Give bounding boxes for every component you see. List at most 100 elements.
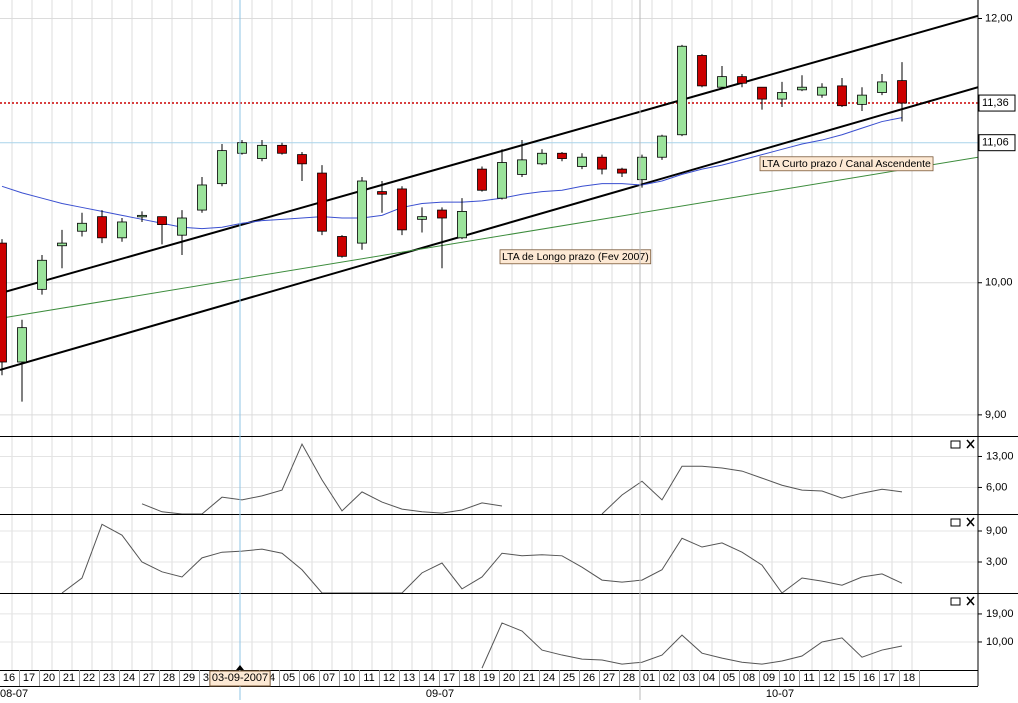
x-tick-label: 20 [43, 672, 55, 684]
x-tick-label: 21 [523, 672, 535, 684]
y-tick-label: 9,00 [986, 525, 1007, 537]
maximize-icon[interactable] [950, 440, 961, 449]
candle [577, 153, 587, 170]
candle-body [417, 216, 427, 220]
x-tick-label: 22 [83, 672, 95, 684]
candle [557, 151, 567, 162]
candle-body [37, 259, 47, 290]
x-tick-label: 27 [603, 672, 615, 684]
candle [477, 166, 487, 192]
candle [0, 239, 7, 376]
candle [757, 86, 767, 110]
close-icon[interactable] [966, 517, 975, 527]
candle [217, 144, 227, 187]
candle-body [517, 159, 527, 175]
candle [57, 229, 67, 269]
marks [0, 14, 978, 669]
close-icon[interactable] [966, 439, 975, 449]
candle-body [437, 209, 447, 219]
candle-body [457, 210, 467, 239]
indicator-line [141, 442, 903, 514]
candle [497, 149, 507, 200]
x-tick-label: 21 [63, 672, 75, 684]
y-tick-label: 13,00 [986, 450, 1014, 462]
maximize-icon[interactable] [950, 597, 961, 606]
candle-body [237, 142, 247, 154]
frame [0, 0, 1018, 687]
candle-body [357, 180, 367, 244]
candle-body [757, 86, 767, 100]
candle [257, 140, 267, 162]
x-tick-label: 05 [723, 672, 735, 684]
y-tick-label: 19,00 [986, 608, 1014, 620]
candle [897, 62, 907, 122]
candle-body [197, 184, 207, 211]
candle-body [777, 92, 787, 100]
candle [837, 77, 847, 108]
candle-body [657, 135, 667, 158]
x-tick-label: 29 [183, 672, 195, 684]
x-tick-label: 03 [683, 672, 695, 684]
candle [657, 134, 667, 160]
price-label: 11,06 [982, 137, 1009, 149]
indicator-pane [61, 523, 903, 593]
x-tick-label: 19 [483, 672, 495, 684]
price-box [978, 94, 1016, 112]
annotation-box [499, 249, 652, 265]
candle [137, 211, 147, 222]
candle-body [117, 221, 127, 239]
x-tick-label: 18 [903, 672, 915, 684]
x-tick-label: 26 [583, 672, 595, 684]
candle [537, 149, 547, 166]
candle-body [317, 172, 327, 232]
candle [157, 216, 167, 245]
x-tick-label: 08 [743, 672, 755, 684]
candle-body [677, 45, 687, 136]
x-tick-label: 24 [123, 672, 135, 684]
candle [457, 198, 467, 240]
x-tick-label: 27 [143, 672, 155, 684]
candle [277, 142, 287, 155]
y-tick-label: 9,00 [985, 409, 1006, 421]
x-tick-label: 11 [363, 672, 374, 684]
x-tick-label: 17 [443, 672, 455, 684]
candle-body [137, 214, 147, 218]
x-tick-label: 10 [783, 672, 795, 684]
indicator-pane [141, 442, 903, 514]
candle-body [637, 156, 647, 181]
cursor-label: 03-09-2007 [212, 672, 268, 684]
candle [17, 319, 27, 402]
x-tick-label: 24 [543, 672, 555, 684]
candle [817, 83, 827, 98]
annotation-box [759, 156, 934, 172]
candle [397, 186, 407, 236]
candle-body [0, 242, 7, 363]
candle [337, 235, 347, 258]
x-tick-label: 28 [163, 672, 175, 684]
x-tick-label: 28 [623, 672, 635, 684]
candle [877, 73, 887, 96]
maximize-icon[interactable] [950, 518, 961, 527]
candle-body [477, 168, 487, 191]
close-icon[interactable] [966, 596, 975, 606]
x-tick-label: 05 [283, 672, 295, 684]
candle [237, 140, 247, 155]
candle [377, 181, 387, 213]
candle [37, 254, 47, 295]
candle-body [857, 94, 867, 105]
candle-body [797, 86, 807, 91]
candle-body [217, 150, 227, 185]
candle-body [877, 81, 887, 93]
x-tick-label: 12 [823, 672, 835, 684]
candle [297, 151, 307, 182]
x-tick-label: 16 [863, 672, 875, 684]
candle [737, 73, 747, 88]
candle [677, 44, 687, 137]
x-tick-label: 13 [403, 672, 415, 684]
x-tick-label: 07 [323, 672, 335, 684]
price-box [978, 134, 1016, 152]
y-tick-label: 6,00 [986, 481, 1007, 493]
price-label: 11,36 [982, 97, 1009, 109]
candle-body [377, 191, 387, 195]
x-tick-label: 06 [303, 672, 315, 684]
